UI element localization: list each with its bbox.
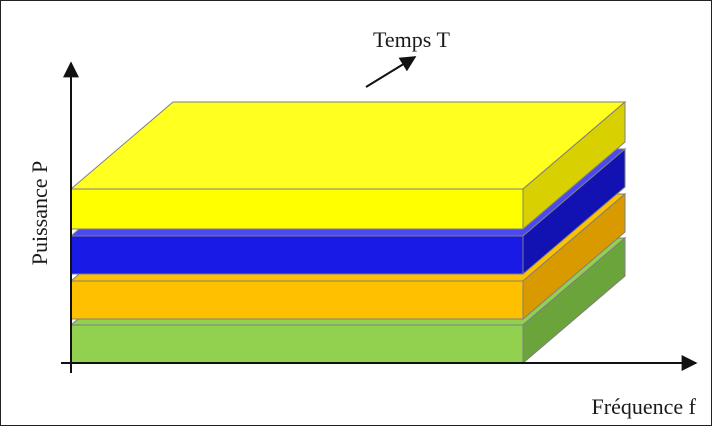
time-axis-label: Temps T bbox=[373, 27, 450, 52]
time-axis-arrow bbox=[365, 56, 417, 88]
x-axis-label: Fréquence f bbox=[592, 394, 697, 419]
layer-orange-front bbox=[70, 280, 524, 320]
layer-yellow-front bbox=[70, 188, 524, 230]
layer-yellow bbox=[69, 100, 627, 231]
layer-green-front bbox=[70, 324, 524, 364]
y-axis-label: Puissance P bbox=[27, 161, 52, 266]
layers-stack bbox=[69, 100, 627, 365]
layer-blue-front bbox=[70, 235, 524, 275]
